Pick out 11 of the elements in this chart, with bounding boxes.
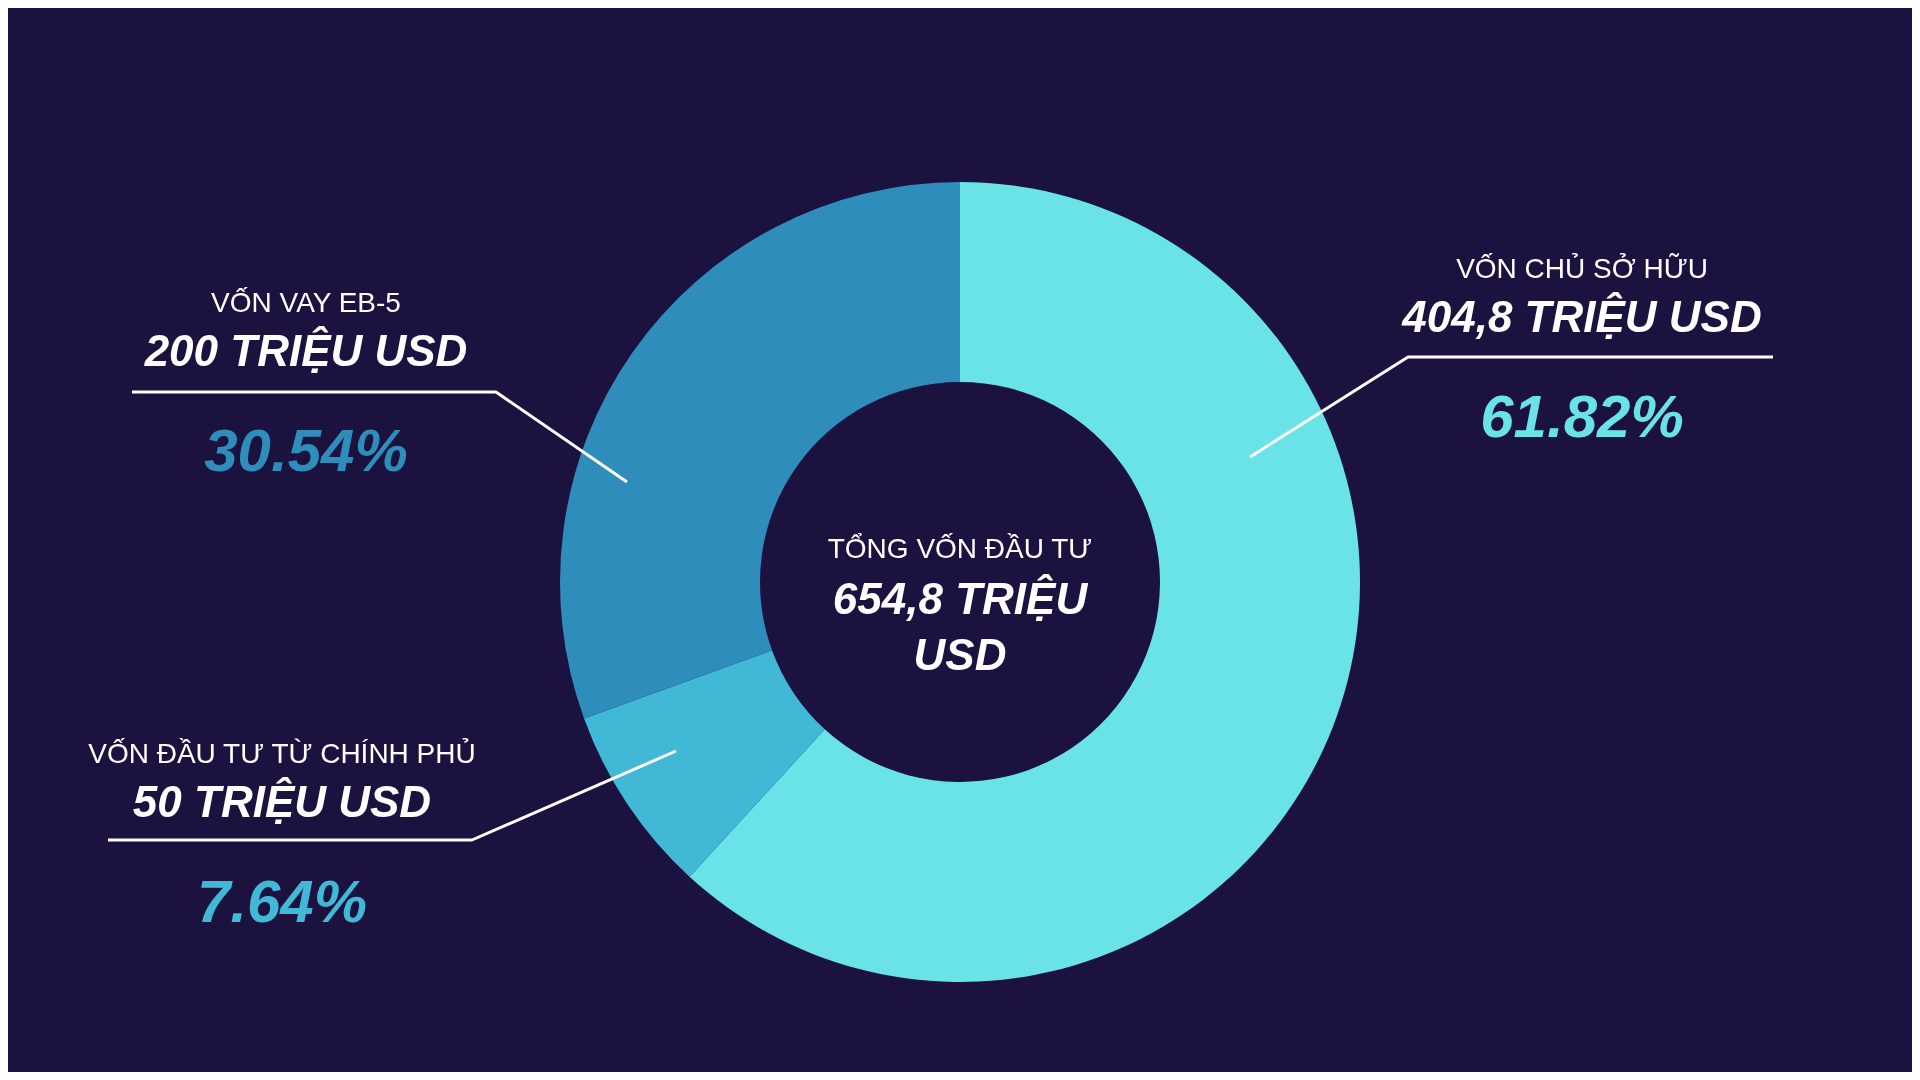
data-label: 200 TRIỆU USD xyxy=(143,326,468,376)
slice-label: VỐN VAY EB-5 xyxy=(211,285,401,318)
text: TỔNG VỐN ĐẦU TƯ xyxy=(827,531,1093,564)
slice-label: VỐN ĐẦU TƯ TỪ CHÍNH PHỦ xyxy=(88,736,476,769)
slice-label: VỐN CHỦ SỞ HỮU xyxy=(1456,251,1708,284)
data-label: 50 TRIỆU USD xyxy=(132,777,432,827)
text: 30.54% xyxy=(204,416,408,484)
text: 61.82% xyxy=(1480,382,1684,450)
text: 7.64% xyxy=(196,867,368,935)
text: 654,8 TRIỆU USD xyxy=(832,574,1089,680)
data-label: 404,8 TRIỆU USD xyxy=(1401,292,1762,342)
